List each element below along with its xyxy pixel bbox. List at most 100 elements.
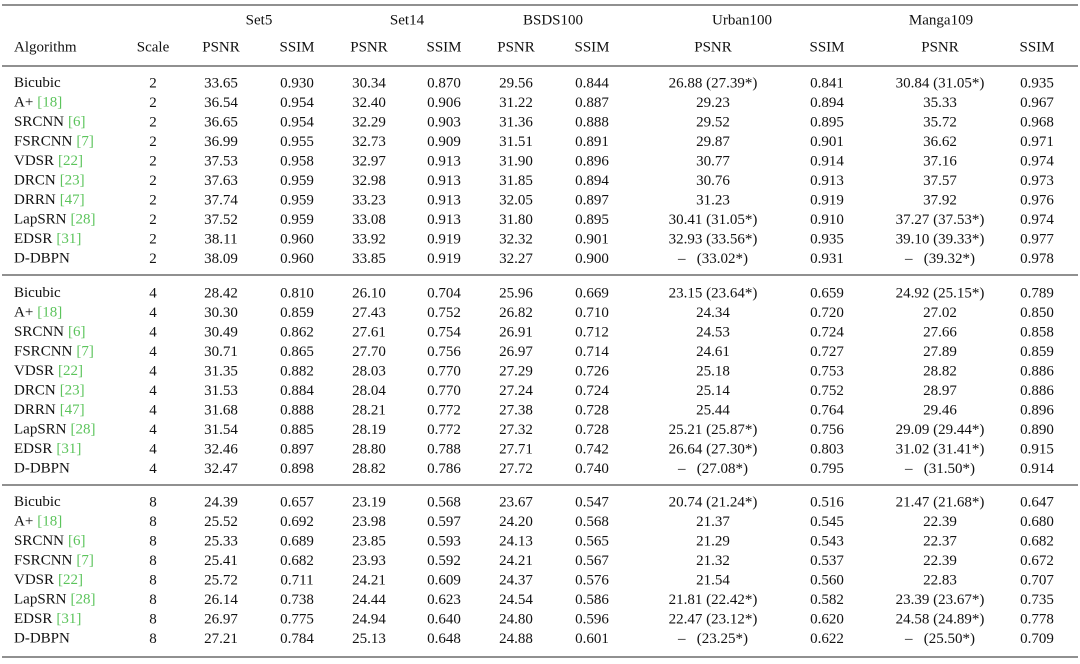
value-cell: 0.886 [1020, 363, 1054, 379]
value-cell: 0.680 [1020, 514, 1054, 530]
value-cell: 22.39 [923, 553, 957, 569]
value-cell: 33.08 [352, 212, 386, 228]
value-cell: 27.38 [499, 402, 533, 418]
highlighted-cell: 27.71 [499, 441, 533, 457]
algorithm-cell: A+ [18] [14, 514, 62, 530]
scale-cell: 8 [149, 611, 157, 627]
value-cell: 25.72 [204, 572, 238, 588]
value-cell: 24.44 [352, 592, 386, 608]
scale-cell: 4 [149, 344, 157, 360]
value-cell: 23.67 [499, 494, 533, 510]
value-cell: 0.888 [280, 402, 314, 418]
value-cell: 32.40 [352, 95, 386, 111]
highlighted-cell: 28.80 [352, 441, 386, 457]
value-cell: 0.882 [280, 363, 314, 379]
highlighted-cell: 0.931 [810, 251, 844, 267]
highlighted-cell: – (39.32*) [904, 251, 975, 267]
column-header: PSNR [350, 39, 388, 55]
value-cell: 23.19 [352, 494, 386, 510]
column-header: Scale [137, 39, 170, 55]
highlighted-cell: 25.13 [352, 631, 386, 647]
highlighted-cell: 32.46 [204, 441, 238, 457]
column-header: SSIM [1019, 39, 1054, 55]
algorithm-name: EDSR [14, 231, 52, 247]
column-header: PSNR [694, 39, 732, 55]
algorithm-cell: SRCNN [6] [14, 324, 86, 340]
value-cell: 0.712 [575, 324, 609, 340]
value-cell: 24.53 [696, 324, 730, 340]
highlighted-cell: 0.784 [280, 631, 314, 647]
value-cell: 0.543 [810, 533, 844, 549]
value-cell: 37.74 [204, 192, 238, 208]
scale-cell: 8 [149, 494, 157, 510]
citation: [6] [68, 114, 86, 130]
value-cell: 24.21 [499, 553, 533, 569]
algorithm-cell: LapSRN [28] [14, 422, 96, 438]
value-cell: 32.98 [352, 173, 386, 189]
value-cell: 0.850 [1020, 305, 1054, 321]
dataset-header: Set14 [390, 12, 425, 28]
citation: [22] [58, 363, 83, 379]
value-cell: 27.89 [923, 344, 957, 360]
algorithm-name: DRCN [14, 173, 56, 189]
value-cell: 0.884 [280, 383, 314, 399]
value-cell: 27.70 [352, 344, 386, 360]
scale-cell: 4 [149, 422, 157, 438]
value-cell: 31.80 [499, 212, 533, 228]
scale-cell: 8 [149, 533, 157, 549]
value-cell: 0.537 [810, 553, 844, 569]
value-cell: 29.52 [696, 114, 730, 130]
value-cell: 23.39 (23.67*) [896, 592, 985, 608]
value-cell: 0.657 [280, 494, 314, 510]
value-cell: 31.35 [204, 363, 238, 379]
value-cell: 0.724 [810, 324, 844, 340]
citation: [6] [68, 324, 86, 340]
highlighted-cell: 32.93 (33.56*) [669, 231, 758, 247]
scale-cell: 2 [149, 231, 157, 247]
value-cell: 0.727 [810, 344, 844, 360]
algorithm-cell: DRCN [23] [14, 383, 85, 399]
value-cell: 37.57 [923, 173, 957, 189]
algorithm-name: VDSR [14, 572, 54, 588]
value-cell: 0.973 [1020, 173, 1054, 189]
highlighted-cell: 22.47 (23.12*) [669, 611, 758, 627]
value-cell: 25.96 [499, 285, 533, 301]
value-cell: 0.592 [427, 553, 461, 569]
algorithm-name: SRCNN [14, 114, 64, 130]
value-cell: 28.21 [352, 402, 386, 418]
value-cell: 30.77 [696, 153, 730, 169]
algorithm-name: Bicubic [14, 285, 61, 301]
citation: [18] [37, 305, 62, 321]
highlighted-cell: 33.92 [352, 231, 386, 247]
highlighted-cell: 0.622 [810, 631, 844, 647]
value-cell: 31.22 [499, 95, 533, 111]
value-cell: 0.930 [280, 75, 314, 91]
scale-cell: 4 [149, 383, 157, 399]
value-cell: 0.896 [1020, 402, 1054, 418]
value-cell: 0.582 [810, 592, 844, 608]
value-cell: 0.974 [1020, 153, 1054, 169]
highlighted-cell: 0.803 [810, 441, 844, 457]
value-cell: 0.894 [575, 173, 609, 189]
value-cell: 32.97 [352, 153, 386, 169]
scale-cell: 8 [149, 553, 157, 569]
value-cell: 37.52 [204, 212, 238, 228]
value-cell: 0.954 [280, 95, 314, 111]
value-cell: 0.789 [1020, 285, 1054, 301]
value-cell: 0.974 [1020, 212, 1054, 228]
value-cell: 27.32 [499, 422, 533, 438]
algorithm-cell: EDSR [31] [14, 611, 81, 627]
value-cell: 0.772 [427, 422, 461, 438]
value-cell: 24.39 [204, 494, 238, 510]
algorithm-name: D-DBPN [14, 461, 70, 477]
citation: [23] [60, 383, 85, 399]
citation: [23] [60, 173, 85, 189]
value-cell: 0.770 [427, 363, 461, 379]
value-cell: 29.23 [696, 95, 730, 111]
value-cell: 0.859 [280, 305, 314, 321]
value-cell: 31.54 [204, 422, 238, 438]
value-cell: 0.752 [427, 305, 461, 321]
value-cell: 27.61 [352, 324, 386, 340]
value-cell: 0.568 [427, 494, 461, 510]
value-cell: 0.903 [427, 114, 461, 130]
